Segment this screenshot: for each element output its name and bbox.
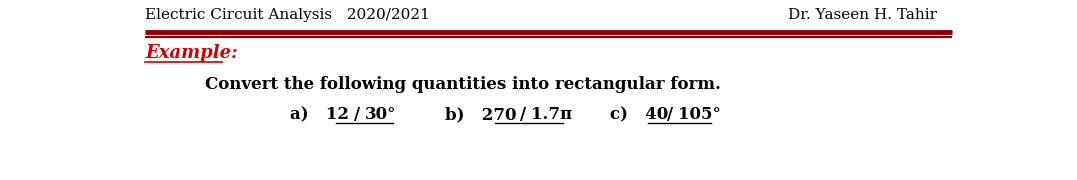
Text: Dr. Yaseen H. Tahir: Dr. Yaseen H. Tahir <box>788 8 937 22</box>
Text: Example:: Example: <box>145 44 238 62</box>
Text: 1.7π: 1.7π <box>531 106 572 123</box>
Text: Electric Circuit Analysis   2020/2021: Electric Circuit Analysis 2020/2021 <box>145 8 430 22</box>
Text: 30°: 30° <box>365 106 396 123</box>
Text: /: / <box>520 106 527 123</box>
Text: 105°: 105° <box>679 106 721 123</box>
Text: b)   270: b) 270 <box>445 106 517 123</box>
Text: /: / <box>667 106 673 123</box>
Text: a)   12: a) 12 <box>290 106 349 123</box>
Text: /: / <box>354 106 360 123</box>
Text: c)   40: c) 40 <box>610 106 668 123</box>
Text: Convert the following quantities into rectangular form.: Convert the following quantities into re… <box>205 76 721 93</box>
